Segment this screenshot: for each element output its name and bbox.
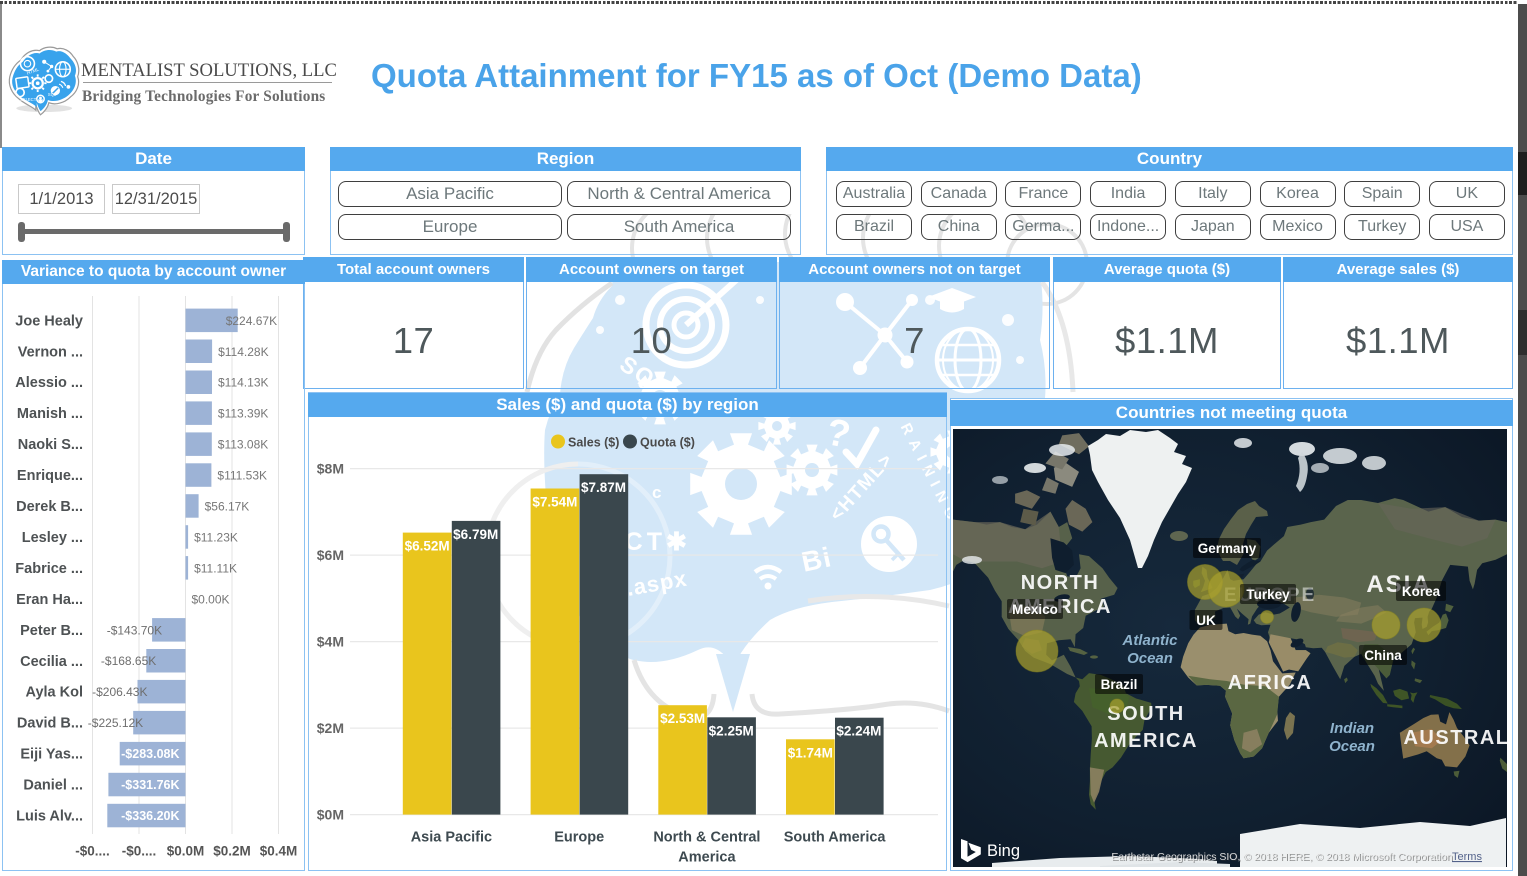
svg-text:NORTH: NORTH: [1021, 572, 1100, 594]
svg-text:$6.79M: $6.79M: [453, 527, 498, 542]
svg-text:South America: South America: [784, 830, 887, 846]
svg-text:MENTALIST SOLUTIONS, LLC: MENTALIST SOLUTIONS, LLC: [81, 60, 337, 81]
svg-text:Bridging Technologies For Solu: Bridging Technologies For Solutions: [82, 88, 325, 105]
svg-text:$0.4M: $0.4M: [260, 844, 298, 859]
svg-text:Quota ($): Quota ($): [640, 436, 695, 450]
svg-text:-$331.76K: -$331.76K: [121, 778, 179, 792]
svg-text:$0.00K: $0.00K: [192, 592, 230, 606]
svg-text:Indian: Indian: [1330, 720, 1374, 737]
svg-text:America: America: [678, 850, 736, 866]
svg-text:$1.74M: $1.74M: [788, 745, 833, 760]
svg-text:c: c: [652, 483, 661, 502]
svg-text:Mexico: Mexico: [1012, 602, 1058, 617]
svg-text:Atlantic: Atlantic: [1121, 632, 1178, 649]
svg-text:David B...: David B...: [17, 716, 83, 732]
svg-text:$0M: $0M: [317, 807, 344, 823]
svg-text:Peter B...: Peter B...: [20, 623, 83, 639]
svg-text:Korea: Korea: [1402, 584, 1441, 599]
svg-text:Ocean: Ocean: [1329, 738, 1375, 755]
svg-text:$11.23K: $11.23K: [194, 531, 238, 545]
svg-text:$111.53K: $111.53K: [217, 469, 267, 483]
svg-text:$7.87M: $7.87M: [581, 480, 626, 495]
svg-text:AFRICA: AFRICA: [1228, 672, 1313, 694]
svg-text:Alessio ...: Alessio ...: [15, 375, 83, 391]
svg-text:$6M: $6M: [317, 547, 344, 563]
svg-text:$114.13K: $114.13K: [218, 376, 269, 390]
svg-text:Derek B...: Derek B...: [16, 499, 83, 515]
svg-text:AUSTRALIA: AUSTRALIA: [1403, 727, 1507, 749]
svg-text:Europe: Europe: [554, 830, 604, 846]
svg-text:China: China: [1364, 648, 1402, 663]
svg-text:Bi: Bi: [799, 541, 835, 578]
svg-text:Earthstar Geographics SIO, © 2: Earthstar Geographics SIO, © 2018 HERE, …: [1112, 852, 1453, 864]
svg-text:Manish ...: Manish ...: [17, 406, 83, 422]
svg-text:HTML: HTML: [26, 67, 40, 76]
svg-text:Enrique...: Enrique...: [17, 468, 83, 484]
svg-text:$2.25M: $2.25M: [709, 723, 754, 738]
svg-text:Bing: Bing: [987, 842, 1020, 860]
svg-text:$2M: $2M: [317, 720, 344, 736]
svg-text:Asia Pacific: Asia Pacific: [411, 830, 492, 846]
svg-text:$2.53M: $2.53M: [660, 711, 705, 726]
svg-text:$114.28K: $114.28K: [218, 345, 269, 359]
svg-text:-$0....: -$0....: [75, 844, 110, 859]
svg-text:SOUTH: SOUTH: [1107, 703, 1185, 725]
svg-text:$113.08K: $113.08K: [218, 438, 268, 452]
svg-text:-$225.12K: -$225.12K: [88, 716, 143, 730]
svg-text:-$0....: -$0....: [122, 844, 157, 859]
svg-text:-$143.70K: -$143.70K: [107, 623, 162, 637]
svg-text:Earthstar Geographics SIO, © 2: Earthstar Geographics SIO, © 2018 HERE, …: [1111, 851, 1452, 863]
svg-text:$11.11K: $11.11K: [194, 561, 237, 575]
svg-text:Ocean: Ocean: [1127, 650, 1173, 667]
svg-text:$6.52M: $6.52M: [405, 539, 450, 554]
svg-text:Sales ($): Sales ($): [568, 436, 619, 450]
svg-text:-$206.43K: -$206.43K: [92, 685, 147, 699]
svg-text:$8M: $8M: [317, 461, 344, 477]
svg-text:Vernon ...: Vernon ...: [18, 344, 83, 360]
svg-text:$56.17K: $56.17K: [205, 500, 250, 514]
svg-text:-$283.08K: -$283.08K: [121, 747, 179, 761]
svg-text:UK: UK: [1196, 613, 1216, 628]
svg-text:$0.0M: $0.0M: [167, 844, 205, 859]
svg-text:SQL: SQL: [48, 92, 57, 97]
svg-text:$113.39K: $113.39K: [218, 407, 269, 421]
svg-text:$7.54M: $7.54M: [532, 495, 577, 510]
svg-text:Terms: Terms: [1452, 851, 1482, 863]
svg-text:Naoki S...: Naoki S...: [18, 437, 83, 453]
svg-text:SELECT: SELECT: [20, 97, 37, 102]
svg-text:Ayla Kol: Ayla Kol: [26, 685, 83, 701]
svg-text:-$336.20K: -$336.20K: [121, 809, 179, 823]
svg-text:North & Central: North & Central: [653, 830, 760, 846]
svg-text:$224.67K: $224.67K: [226, 314, 277, 328]
svg-text:Daniel ...: Daniel ...: [23, 778, 83, 794]
svg-text:AMERICA: AMERICA: [1094, 730, 1198, 752]
svg-text:Eran Ha...: Eran Ha...: [16, 592, 83, 608]
svg-text:Cecilia ...: Cecilia ...: [20, 654, 83, 670]
svg-text:$4M: $4M: [317, 634, 344, 650]
svg-text:Eiji Yas...: Eiji Yas...: [20, 747, 83, 763]
svg-text:-$168.65K: -$168.65K: [101, 654, 156, 668]
svg-text:Lesley ...: Lesley ...: [22, 530, 83, 546]
svg-text:$2.24M: $2.24M: [836, 724, 881, 739]
svg-text:Luis Alv...: Luis Alv...: [16, 809, 83, 825]
svg-text:Brazil: Brazil: [1101, 677, 1138, 692]
svg-text:Joe Healy: Joe Healy: [15, 313, 83, 329]
svg-text:Germany: Germany: [1198, 541, 1257, 556]
svg-text:Turkey: Turkey: [1246, 587, 1290, 602]
svg-text:Fabrice ...: Fabrice ...: [15, 561, 83, 577]
svg-text:$0.2M: $0.2M: [213, 844, 251, 859]
